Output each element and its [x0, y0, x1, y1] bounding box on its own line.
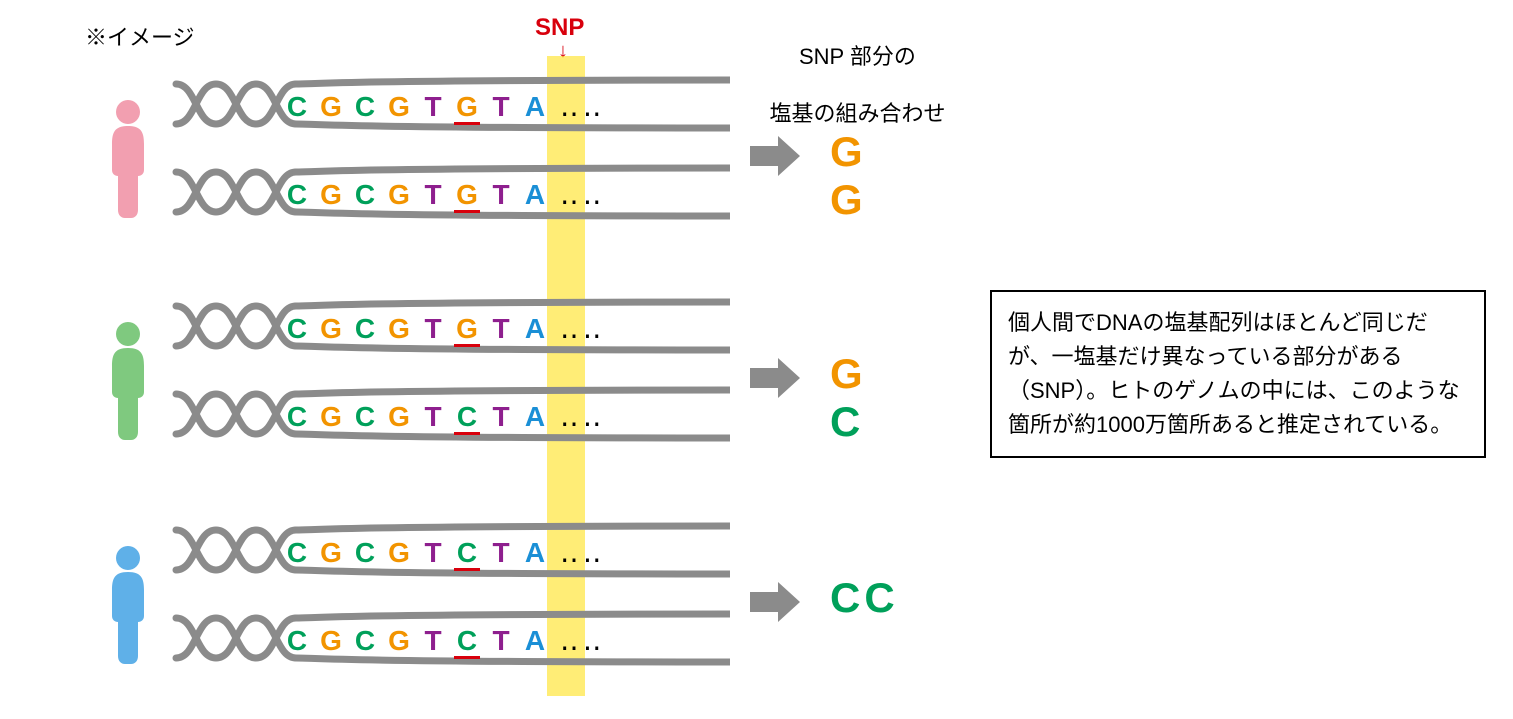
base-letter: T — [416, 537, 450, 569]
snp-column-label: SNP — [535, 14, 584, 42]
combo-header-line1: SNP 部分の — [799, 44, 916, 69]
base-letter: A — [518, 537, 552, 569]
ellipsis-icon: ‥‥ — [560, 312, 605, 345]
base-letter: G — [450, 313, 484, 345]
base-letter: T — [416, 625, 450, 657]
base-sequence: CGCGTGTA‥‥ — [280, 90, 605, 123]
base-letter: C — [280, 313, 314, 345]
ellipsis-icon: ‥‥ — [560, 90, 605, 123]
base-letter: T — [484, 313, 518, 345]
base-letter: C — [450, 625, 484, 657]
base-letter: A — [518, 401, 552, 433]
result-arrow-icon — [750, 136, 800, 176]
person-row: CGCGTGTA‥‥ CGCGTGTA‥‥ GG — [0, 74, 900, 254]
genotype-letter: C — [864, 574, 898, 622]
base-letter: C — [450, 537, 484, 569]
base-letter: C — [348, 179, 382, 211]
person-icon-wrap — [105, 544, 151, 664]
person-icon-wrap — [105, 320, 151, 440]
base-letter: T — [416, 179, 450, 211]
base-letter: G — [314, 537, 348, 569]
ellipsis-icon: ‥‥ — [560, 624, 605, 657]
result-arrow-icon — [750, 582, 800, 622]
ellipsis-icon: ‥‥ — [560, 536, 605, 569]
genotype-label: CC — [830, 574, 899, 622]
snp-highlight-column — [547, 56, 585, 696]
base-letter: G — [382, 401, 416, 433]
result-arrow — [750, 358, 800, 403]
result-arrow-icon — [750, 358, 800, 398]
base-letter: C — [450, 401, 484, 433]
base-letter: T — [416, 401, 450, 433]
person-icon — [105, 320, 151, 440]
base-sequence: CGCGTCTA‥‥ — [280, 400, 605, 433]
base-letter: T — [484, 401, 518, 433]
base-letter: C — [348, 401, 382, 433]
base-letter: G — [382, 91, 416, 123]
base-letter: G — [382, 179, 416, 211]
base-letter: G — [450, 91, 484, 123]
ellipsis-icon: ‥‥ — [560, 400, 605, 433]
base-sequence: CGCGTCTA‥‥ — [280, 536, 605, 569]
genotype-letter: C — [830, 398, 864, 446]
snp-explanation-text: 個人間でDNAの塩基配列はほとんど同じだが、一塩基だけ異なっている部分がある（S… — [1008, 310, 1460, 437]
snp-explanation-box: 個人間でDNAの塩基配列はほとんど同じだが、一塩基だけ異なっている部分がある（S… — [990, 290, 1486, 458]
base-sequence: CGCGTCTA‥‥ — [280, 624, 605, 657]
base-letter: C — [280, 625, 314, 657]
base-letter: T — [484, 537, 518, 569]
base-letter: C — [348, 313, 382, 345]
base-letter: T — [484, 625, 518, 657]
base-letter: T — [416, 91, 450, 123]
genotype-letter: G — [830, 176, 867, 224]
base-letter: A — [518, 313, 552, 345]
person-icon — [105, 98, 151, 218]
base-sequence: CGCGTGTA‥‥ — [280, 178, 605, 211]
genotype-label: GC — [830, 350, 900, 446]
base-letter: T — [416, 313, 450, 345]
person-row: CGCGTCTA‥‥ CGCGTCTA‥‥ CC — [0, 520, 900, 700]
base-letter: A — [518, 179, 552, 211]
base-letter: C — [348, 625, 382, 657]
genotype-label: GG — [830, 128, 900, 224]
base-letter: C — [348, 91, 382, 123]
base-letter: C — [280, 179, 314, 211]
base-letter: T — [484, 179, 518, 211]
result-arrow — [750, 136, 800, 181]
base-letter: G — [314, 625, 348, 657]
genotype-letter: G — [830, 128, 867, 176]
result-arrow — [750, 582, 800, 627]
base-letter: C — [280, 401, 314, 433]
base-letter: A — [518, 625, 552, 657]
base-letter: G — [314, 313, 348, 345]
base-letter: C — [280, 91, 314, 123]
person-icon-wrap — [105, 98, 151, 218]
base-letter: G — [382, 625, 416, 657]
base-letter: G — [314, 179, 348, 211]
base-letter: G — [382, 313, 416, 345]
base-letter: G — [450, 179, 484, 211]
base-letter: T — [484, 91, 518, 123]
image-note-label: ※イメージ — [85, 20, 195, 52]
genotype-letter: G — [830, 350, 867, 398]
base-sequence: CGCGTGTA‥‥ — [280, 312, 605, 345]
person-row: CGCGTGTA‥‥ CGCGTCTA‥‥ GC — [0, 296, 900, 476]
snp-diagram-canvas: ※イメージ SNP ↓ SNP 部分の 塩基の組み合わせ CGCGTGTA‥‥ … — [0, 0, 1513, 719]
base-letter: C — [348, 537, 382, 569]
base-letter: A — [518, 91, 552, 123]
ellipsis-icon: ‥‥ — [560, 178, 605, 211]
base-letter: C — [280, 537, 314, 569]
person-icon — [105, 544, 151, 664]
base-letter: G — [314, 401, 348, 433]
base-letter: G — [314, 91, 348, 123]
genotype-letter: C — [830, 574, 864, 622]
base-letter: G — [382, 537, 416, 569]
